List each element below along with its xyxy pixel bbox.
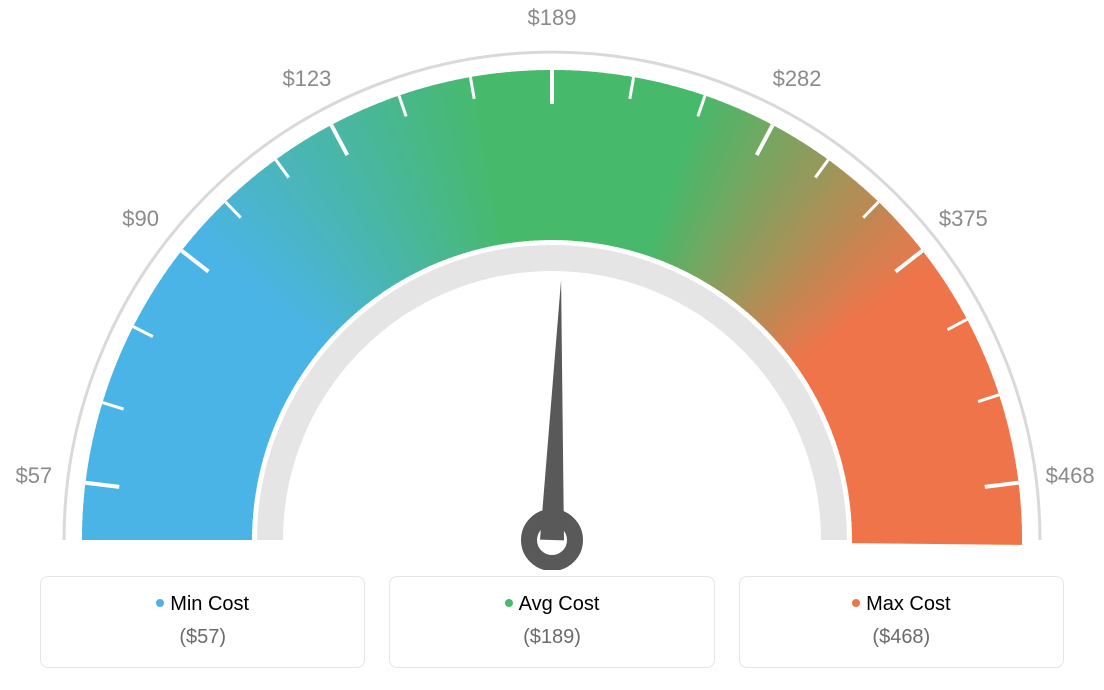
legend-label-min: Min Cost [170, 593, 249, 615]
gauge-tick-label: $468 [1046, 463, 1095, 489]
cost-gauge-container: $57 $90 $123 $189 $282 $375 $468 Min Cost ($57… [0, 0, 1104, 690]
legend-title-min: Min Cost [51, 593, 354, 616]
legend-label-max: Max Cost [866, 593, 950, 615]
gauge-svg [0, 0, 1104, 570]
legend-card-avg: Avg Cost ($189) [389, 576, 714, 668]
gauge-tick-label: $123 [282, 66, 331, 92]
legend-value-min: ($57) [51, 626, 354, 649]
gauge-tick-label: $57 [16, 463, 53, 489]
gauge-tick-label: $189 [528, 5, 577, 31]
legend-label-avg: Avg Cost [519, 593, 600, 615]
legend-title-max: Max Cost [750, 593, 1053, 616]
legend-dot-max [852, 599, 860, 607]
gauge-tick-label: $375 [939, 206, 988, 232]
legend-row: Min Cost ($57) Avg Cost ($189) Max Cost … [40, 576, 1064, 668]
gauge-tick-label: $282 [773, 66, 822, 92]
legend-value-avg: ($189) [400, 626, 703, 649]
gauge-tick-label: $90 [122, 206, 159, 232]
legend-value-max: ($468) [750, 626, 1053, 649]
gauge-chart: $57 $90 $123 $189 $282 $375 $468 [0, 0, 1104, 570]
legend-card-max: Max Cost ($468) [739, 576, 1064, 668]
legend-dot-avg [505, 599, 513, 607]
legend-dot-min [156, 599, 164, 607]
legend-title-avg: Avg Cost [400, 593, 703, 616]
legend-card-min: Min Cost ($57) [40, 576, 365, 668]
